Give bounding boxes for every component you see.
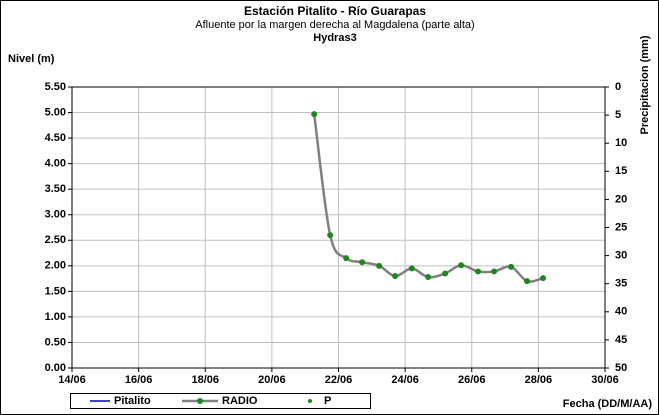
legend-label: P [324,395,331,407]
y-tick-label: 2.50 [45,234,66,246]
data-point [425,274,432,281]
legend-label: Pitalito [114,395,151,407]
y-tick-label: 1.50 [45,285,66,297]
data-point [508,263,515,270]
x-tick-label: 24/06 [391,374,419,386]
y2-tick-label: 30 [615,250,627,262]
y2-tick-label: 20 [615,193,627,205]
y2-tick-label: 10 [615,137,627,149]
y2-tick-label: 40 [615,306,627,318]
y2-axis-label: Precipitacion (mm) [639,35,651,134]
data-point [540,275,547,282]
y2-tick-label: 15 [615,165,627,177]
y-tick-label: 5.50 [45,81,66,93]
data-point [311,111,318,118]
data-point [376,262,383,269]
data-point [458,262,465,269]
x-axis-label: Fecha (DD/M/AA) [563,398,653,410]
legend-label: RADIO [222,395,258,407]
y2-tick-label: 45 [615,334,627,346]
legend-marker [197,398,203,404]
chart-subtitle: Afluente por la margen derecha al Magdal… [195,19,474,31]
y2-tick-label: 5 [615,109,621,121]
y-tick-label: 4.00 [45,158,66,170]
y2-tick-label: 0 [615,81,621,93]
data-point [327,232,334,239]
data-point [359,259,366,266]
data-point [491,268,498,275]
x-tick-label: 20/06 [258,374,286,386]
x-tick-label: 16/06 [125,374,153,386]
data-point [442,270,449,277]
x-tick-label: 26/06 [458,374,486,386]
legend-box [70,393,371,409]
x-tick-label: 18/06 [191,374,219,386]
data-point [343,255,350,262]
data-point [392,273,399,280]
y-tick-label: 3.00 [45,209,66,221]
y-tick-label: 0.50 [45,336,66,348]
y-tick-label: 3.50 [45,183,66,195]
y-tick-label: 5.00 [45,106,66,118]
x-tick-label: 28/06 [525,374,553,386]
x-tick-label: 14/06 [58,374,86,386]
data-point [408,265,415,272]
y2-tick-label: 50 [615,362,627,374]
y-tick-label: 1.00 [45,311,66,323]
y-tick-label: 0.00 [45,362,66,374]
y-axis-label: Nivel (m) [8,53,55,65]
chart-subtitle2: Hydras3 [313,32,356,44]
y-tick-label: 2.00 [45,260,66,272]
legend-marker [308,399,312,403]
data-point [475,268,482,275]
y2-tick-label: 35 [615,278,627,290]
x-tick-label: 30/06 [591,374,619,386]
y2-tick-label: 25 [615,221,627,233]
x-tick-label: 22/06 [325,374,353,386]
plot-frame [71,86,606,369]
data-point [524,278,531,285]
chart-title: Estación Pitalito - Río Guarapas [244,4,426,18]
y-tick-label: 4.50 [45,132,66,144]
